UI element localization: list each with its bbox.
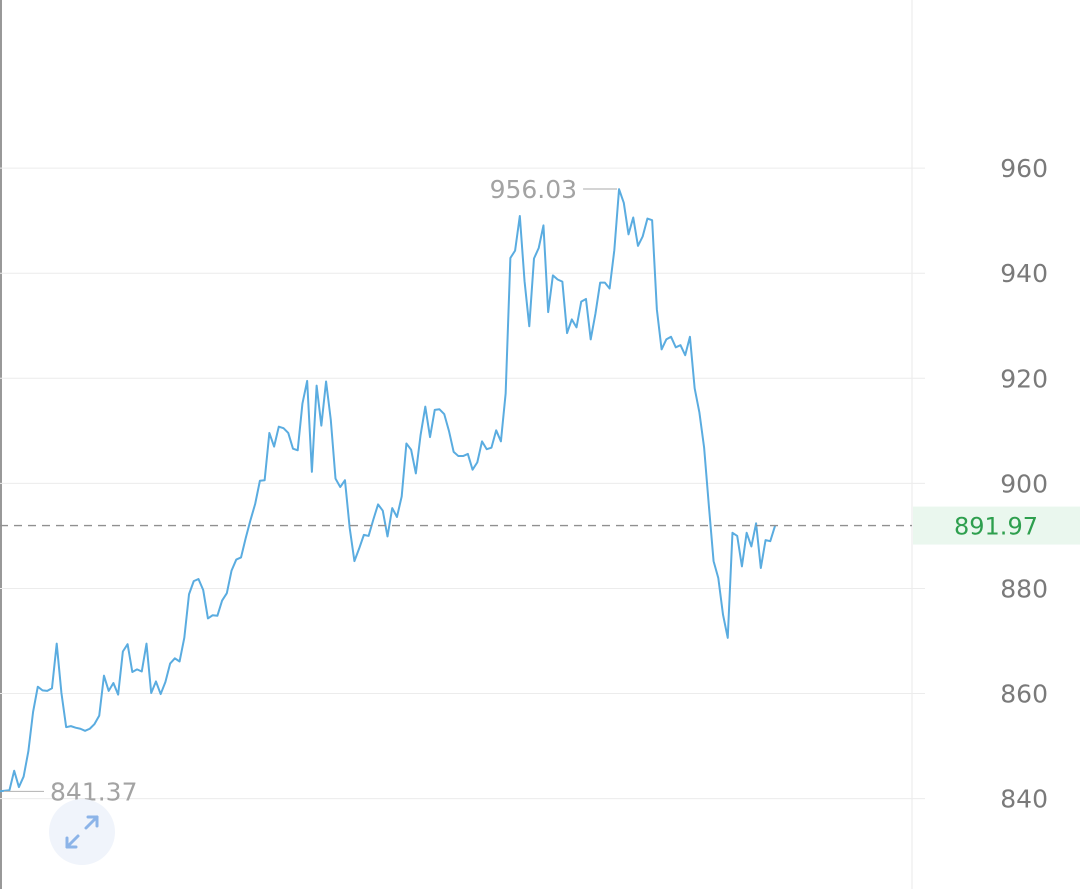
y-axis-ticks: 840 860 880 900 920 940 960 — [1000, 154, 1048, 813]
y-tick-label-920: 920 — [1000, 364, 1048, 393]
y-tick-label-900: 900 — [1000, 469, 1048, 498]
y-tick-label-880: 880 — [1000, 574, 1048, 603]
y-tick-label-860: 860 — [1000, 680, 1048, 709]
price-series-line — [0, 188, 776, 793]
y-tick-label-840: 840 — [1000, 785, 1048, 814]
y-tick-label-960: 960 — [1000, 154, 1048, 183]
y-tick-label-940: 940 — [1000, 259, 1048, 288]
max-price-label: 956.03 — [490, 175, 577, 204]
grid-lines — [0, 167, 925, 800]
current-price-badge — [913, 506, 1080, 545]
expand-arrows-icon — [65, 815, 99, 849]
current-price-label: 891.97 — [954, 513, 1038, 541]
expand-chart-button[interactable] — [49, 799, 115, 865]
